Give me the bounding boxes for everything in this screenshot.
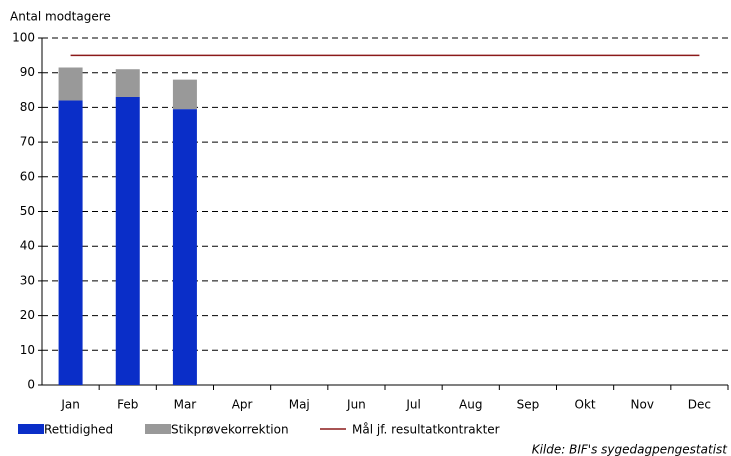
x-tick-label: Feb: [117, 398, 138, 412]
x-tick-label: Dec: [688, 398, 711, 412]
y-tick-label: 0: [27, 378, 35, 392]
y-tick-label: 80: [20, 100, 35, 114]
y-axis-label: Antal modtagere: [10, 10, 111, 24]
x-tick-label: Maj: [289, 398, 310, 412]
y-tick-label: 10: [20, 343, 35, 357]
x-tick-label: Sep: [517, 398, 540, 412]
x-tick-label: Okt: [575, 398, 596, 412]
x-tick-label: Jul: [405, 398, 420, 412]
y-tick-label: 90: [20, 65, 35, 79]
x-tick-label: Jan: [60, 398, 80, 412]
x-tick-label: Apr: [232, 398, 253, 412]
x-tick-label: Jun: [346, 398, 366, 412]
x-tick-label: Aug: [459, 398, 482, 412]
y-tick-label: 50: [20, 204, 35, 218]
y-tick-label: 70: [20, 135, 35, 149]
legend-label: Mål jf. resultatkontrakter: [352, 423, 500, 437]
y-tick-label: 100: [12, 31, 35, 45]
x-tick-label: Nov: [631, 398, 654, 412]
bar: [172, 79, 197, 110]
legend-label: Stikprøvekorrektion: [171, 423, 289, 437]
legend-swatch: [145, 424, 171, 434]
y-tick-label: 30: [20, 273, 35, 287]
y-tick-label: 40: [20, 239, 35, 253]
legend-label: Rettidighed: [44, 423, 113, 437]
y-tick-label: 20: [20, 308, 35, 322]
bar: [115, 96, 140, 386]
bar: [58, 67, 83, 101]
bar: [172, 109, 197, 385]
bar: [115, 69, 140, 97]
source: Kilde: BIF's sygedagpengestatist: [532, 443, 729, 456]
y-tick-label: 60: [20, 169, 35, 183]
bar: [58, 100, 83, 386]
x-tick-label: Mar: [174, 398, 197, 412]
legend-swatch: [18, 424, 44, 434]
